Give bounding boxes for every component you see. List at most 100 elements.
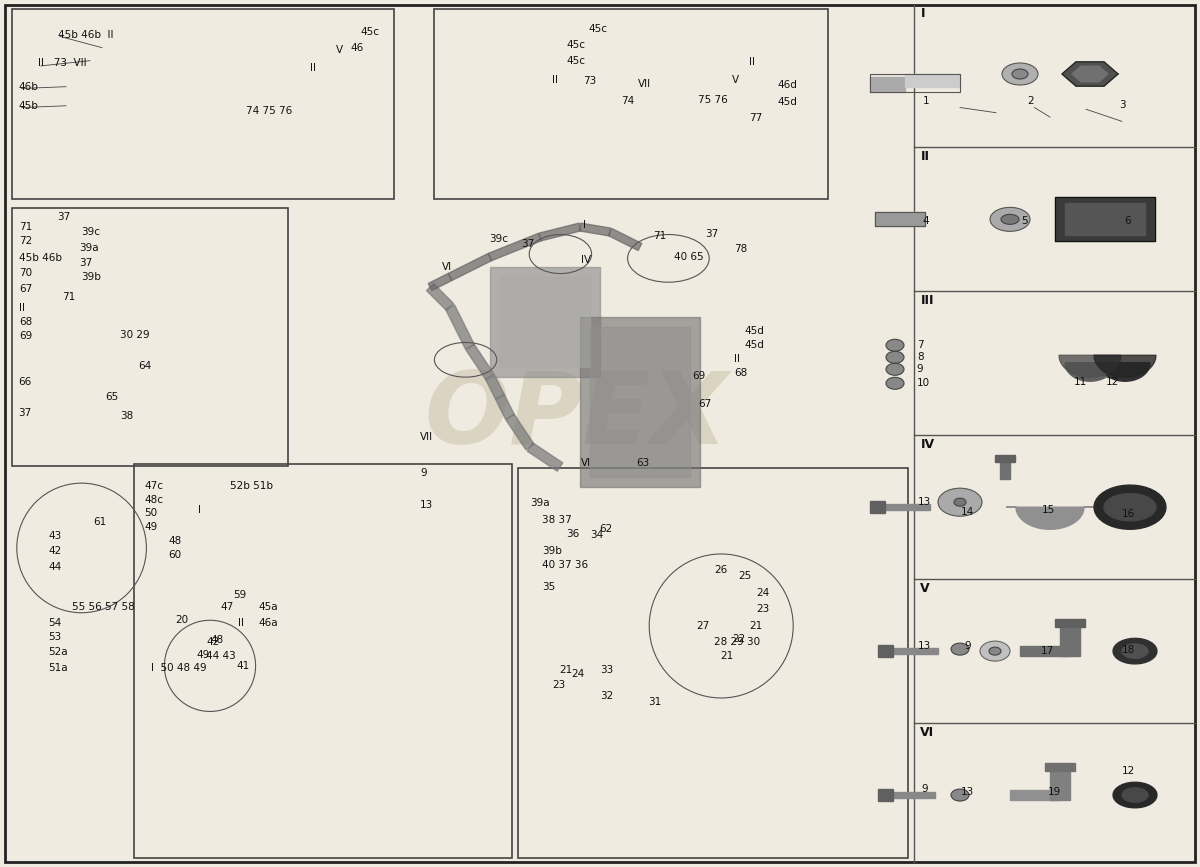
Text: V: V — [920, 583, 930, 595]
Text: I: I — [920, 7, 925, 19]
Polygon shape — [1072, 66, 1108, 81]
Text: 73: 73 — [583, 76, 596, 87]
Text: 71: 71 — [19, 222, 32, 232]
Text: 65: 65 — [106, 392, 119, 402]
Text: 39c: 39c — [490, 234, 509, 244]
Ellipse shape — [952, 643, 970, 655]
Text: 10: 10 — [917, 378, 930, 388]
Polygon shape — [878, 789, 893, 801]
Text: 74: 74 — [622, 96, 635, 107]
Polygon shape — [1114, 638, 1157, 664]
Polygon shape — [1062, 62, 1118, 86]
Text: IV: IV — [581, 255, 590, 265]
Text: 37: 37 — [521, 239, 534, 250]
Polygon shape — [466, 344, 494, 380]
Text: 9: 9 — [917, 364, 924, 375]
Bar — [518, 468, 908, 858]
Text: 15: 15 — [1042, 505, 1056, 515]
Text: 35: 35 — [542, 582, 556, 592]
Text: I: I — [583, 220, 587, 231]
Polygon shape — [1000, 457, 1010, 479]
Text: 69: 69 — [19, 331, 32, 342]
Text: 41: 41 — [236, 661, 250, 671]
Text: 23: 23 — [756, 603, 769, 614]
Text: 19: 19 — [1048, 787, 1062, 797]
Polygon shape — [500, 277, 590, 367]
Text: 23: 23 — [552, 680, 565, 690]
Text: 39a: 39a — [530, 498, 550, 508]
Text: 45b 46b: 45b 46b — [19, 253, 62, 264]
Polygon shape — [449, 253, 492, 281]
Text: III: III — [920, 295, 934, 307]
Text: 33: 33 — [600, 665, 613, 675]
Text: 25: 25 — [738, 570, 751, 581]
Text: 69: 69 — [692, 371, 706, 381]
Text: 16: 16 — [1121, 509, 1135, 518]
Polygon shape — [1066, 204, 1145, 235]
Text: 68: 68 — [19, 316, 32, 327]
Polygon shape — [1114, 782, 1157, 808]
Text: 20: 20 — [175, 615, 188, 625]
Text: 46: 46 — [350, 42, 364, 53]
Ellipse shape — [886, 363, 904, 375]
Text: 45b 46b  II: 45b 46b II — [58, 29, 113, 40]
Polygon shape — [445, 305, 474, 349]
Text: 49: 49 — [197, 649, 210, 660]
Polygon shape — [580, 223, 611, 236]
Polygon shape — [1020, 646, 1070, 656]
Polygon shape — [590, 327, 690, 477]
Text: 50: 50 — [144, 508, 157, 518]
Text: 70: 70 — [19, 268, 32, 278]
Text: OPEX: OPEX — [424, 368, 728, 465]
Text: 40 37 36: 40 37 36 — [542, 560, 588, 570]
Polygon shape — [428, 273, 451, 290]
Polygon shape — [875, 212, 925, 226]
Text: 78: 78 — [734, 244, 748, 254]
Polygon shape — [888, 649, 938, 654]
Text: 2: 2 — [1027, 96, 1034, 106]
Text: 62: 62 — [599, 524, 612, 534]
Text: I: I — [198, 505, 202, 515]
Text: 37: 37 — [79, 257, 92, 268]
Text: II: II — [19, 303, 25, 313]
Text: 9: 9 — [420, 468, 427, 479]
Polygon shape — [1045, 763, 1075, 771]
Text: 42: 42 — [206, 636, 220, 647]
Text: 39c: 39c — [82, 227, 101, 238]
Polygon shape — [1094, 355, 1156, 377]
Text: 12: 12 — [1121, 766, 1135, 776]
Text: 39a: 39a — [79, 243, 98, 253]
Text: 71: 71 — [653, 231, 666, 241]
Text: 54: 54 — [48, 617, 61, 628]
Ellipse shape — [952, 789, 970, 801]
Text: II: II — [734, 354, 740, 364]
Text: 38 37: 38 37 — [542, 515, 572, 525]
Text: 31: 31 — [648, 697, 661, 707]
Text: 36: 36 — [566, 529, 580, 539]
Text: 48: 48 — [210, 635, 223, 645]
Text: 3: 3 — [1118, 100, 1126, 109]
Text: 28 29 30: 28 29 30 — [714, 636, 760, 647]
Text: 11: 11 — [1074, 377, 1087, 387]
Text: 45d: 45d — [744, 326, 764, 336]
Polygon shape — [1122, 644, 1148, 658]
Polygon shape — [506, 414, 534, 450]
Polygon shape — [870, 77, 905, 92]
Ellipse shape — [886, 339, 904, 351]
Text: 45d: 45d — [778, 97, 798, 108]
Polygon shape — [870, 501, 886, 513]
Polygon shape — [1055, 198, 1154, 241]
Text: VI: VI — [581, 458, 590, 468]
Polygon shape — [878, 645, 893, 657]
Text: 22: 22 — [732, 634, 745, 644]
Polygon shape — [496, 394, 515, 420]
Ellipse shape — [886, 351, 904, 363]
Text: 77: 77 — [749, 113, 762, 123]
Text: II: II — [552, 75, 558, 85]
Ellipse shape — [1001, 214, 1019, 225]
Text: 45c: 45c — [566, 40, 586, 50]
Text: 5: 5 — [1021, 216, 1028, 225]
Polygon shape — [880, 505, 930, 510]
Text: 17: 17 — [1040, 646, 1055, 655]
Text: 64: 64 — [138, 361, 151, 371]
